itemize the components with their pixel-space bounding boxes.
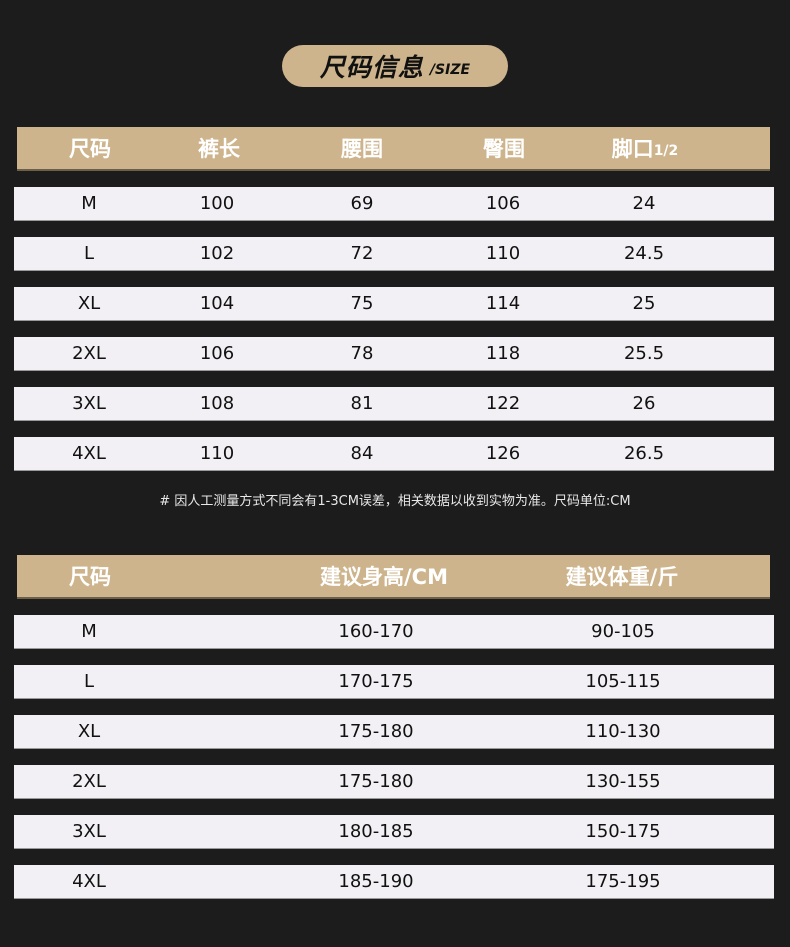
title-sub: /SIZE: [429, 62, 471, 78]
header-label: 裤长: [198, 137, 240, 161]
table-cell: 26.5: [623, 443, 665, 464]
title-main: 尺码信息: [319, 53, 424, 82]
table-cell: 175-195: [585, 871, 661, 892]
table-cell: 126: [485, 443, 521, 464]
header-label: 尺码: [69, 137, 111, 161]
header-label: 臀围: [483, 137, 525, 161]
table-cell: 130-155: [585, 771, 661, 792]
table-cell: 2XL: [72, 343, 106, 364]
table-cell: 78: [350, 343, 374, 364]
size_table-header-cell: 腰围: [341, 127, 383, 169]
size_table-header: 尺码 裤长 腰围 臀围 脚口 1/2: [17, 127, 770, 171]
table-cell: 106: [199, 343, 235, 364]
table-cell: 160-170: [338, 621, 414, 642]
table-cell: 4XL: [72, 871, 106, 892]
recommend_table-row: L 170-175 105-115: [14, 665, 774, 699]
table-cell: 24.5: [623, 243, 665, 264]
table-cell: 106: [485, 193, 521, 214]
table-cell: 180-185: [338, 821, 414, 842]
size_table-row: 4XL 110 84 126 26.5: [14, 437, 774, 471]
table-cell: 100: [199, 193, 235, 214]
table-cell: 3XL: [72, 393, 106, 414]
recommend_table-header-cell: 建议身高/CM: [320, 555, 448, 597]
size_table-header-cell: 裤长: [198, 127, 240, 169]
table-cell: 175-180: [338, 771, 414, 792]
table-cell: 110: [199, 443, 235, 464]
table-cell: 25: [632, 293, 656, 314]
table-cell: 84: [350, 443, 374, 464]
header-label: 建议体重/斤: [565, 565, 679, 589]
table-cell: 105-115: [585, 671, 661, 692]
table-cell: 114: [485, 293, 521, 314]
size_table-row: L 102 72 110 24.5: [14, 237, 774, 271]
header-label: 腰围: [341, 137, 383, 161]
header-label: 建议身高/CM: [320, 565, 448, 589]
size_table-row: 3XL 108 81 122 26: [14, 387, 774, 421]
recommend_table-header-cell: 建议体重/斤: [566, 555, 679, 597]
table-cell: XL: [77, 293, 101, 314]
table-cell: 104: [199, 293, 235, 314]
recommend_table-header: 尺码 建议身高/CM 建议体重/斤: [17, 555, 770, 599]
title-pill: 尺码信息 /SIZE: [282, 45, 508, 87]
recommend_table-row: M 160-170 90-105: [14, 615, 774, 649]
recommend_table-row: 4XL 185-190 175-195: [14, 865, 774, 899]
table-cell: 25.5: [623, 343, 665, 364]
table-cell: 26: [632, 393, 656, 414]
table-cell: 2XL: [72, 771, 106, 792]
recommend_table-row: 2XL 175-180 130-155: [14, 765, 774, 799]
table-cell: 110-130: [585, 721, 661, 742]
table-cell: 108: [199, 393, 235, 414]
size_table-row: 2XL 106 78 118 25.5: [14, 337, 774, 371]
table-cell: 118: [485, 343, 521, 364]
table-cell: 185-190: [338, 871, 414, 892]
size_table-header-cell: 尺码: [69, 127, 111, 169]
table-cell: 75: [350, 293, 374, 314]
recommend_table-row: 3XL 180-185 150-175: [14, 815, 774, 849]
table-cell: 69: [350, 193, 374, 214]
size_table-header-cell: 脚口 1/2: [612, 127, 679, 169]
table-cell: L: [83, 671, 95, 692]
size_table-row: XL 104 75 114 25: [14, 287, 774, 321]
recommend_table-header-cell: 尺码: [69, 555, 111, 597]
size_table-row: M 100 69 106 24: [14, 187, 774, 221]
header-label: 脚口: [611, 137, 654, 161]
size_table-header-cell: 臀围: [483, 127, 525, 169]
header-label: 尺码: [69, 565, 111, 589]
header-suffix: 1/2: [653, 143, 679, 159]
table-cell: 175-180: [338, 721, 414, 742]
table-cell: 110: [485, 243, 521, 264]
table-cell: 4XL: [72, 443, 106, 464]
table-cell: L: [83, 243, 95, 264]
table-cell: 72: [350, 243, 374, 264]
table-cell: 24: [632, 193, 656, 214]
table-cell: 90-105: [591, 621, 655, 642]
table-cell: 102: [199, 243, 235, 264]
table-cell: XL: [77, 721, 101, 742]
measurement-note: # 因人工测量方式不同会有1-3CM误差，相关数据以收到实物为准。尺码单位:CM: [159, 494, 631, 509]
table-cell: 3XL: [72, 821, 106, 842]
table-cell: M: [81, 621, 97, 642]
table-cell: 150-175: [585, 821, 661, 842]
table-cell: M: [81, 193, 97, 214]
table-cell: 81: [350, 393, 374, 414]
recommend_table-row: XL 175-180 110-130: [14, 715, 774, 749]
table-cell: 170-175: [338, 671, 414, 692]
table-cell: 122: [485, 393, 521, 414]
